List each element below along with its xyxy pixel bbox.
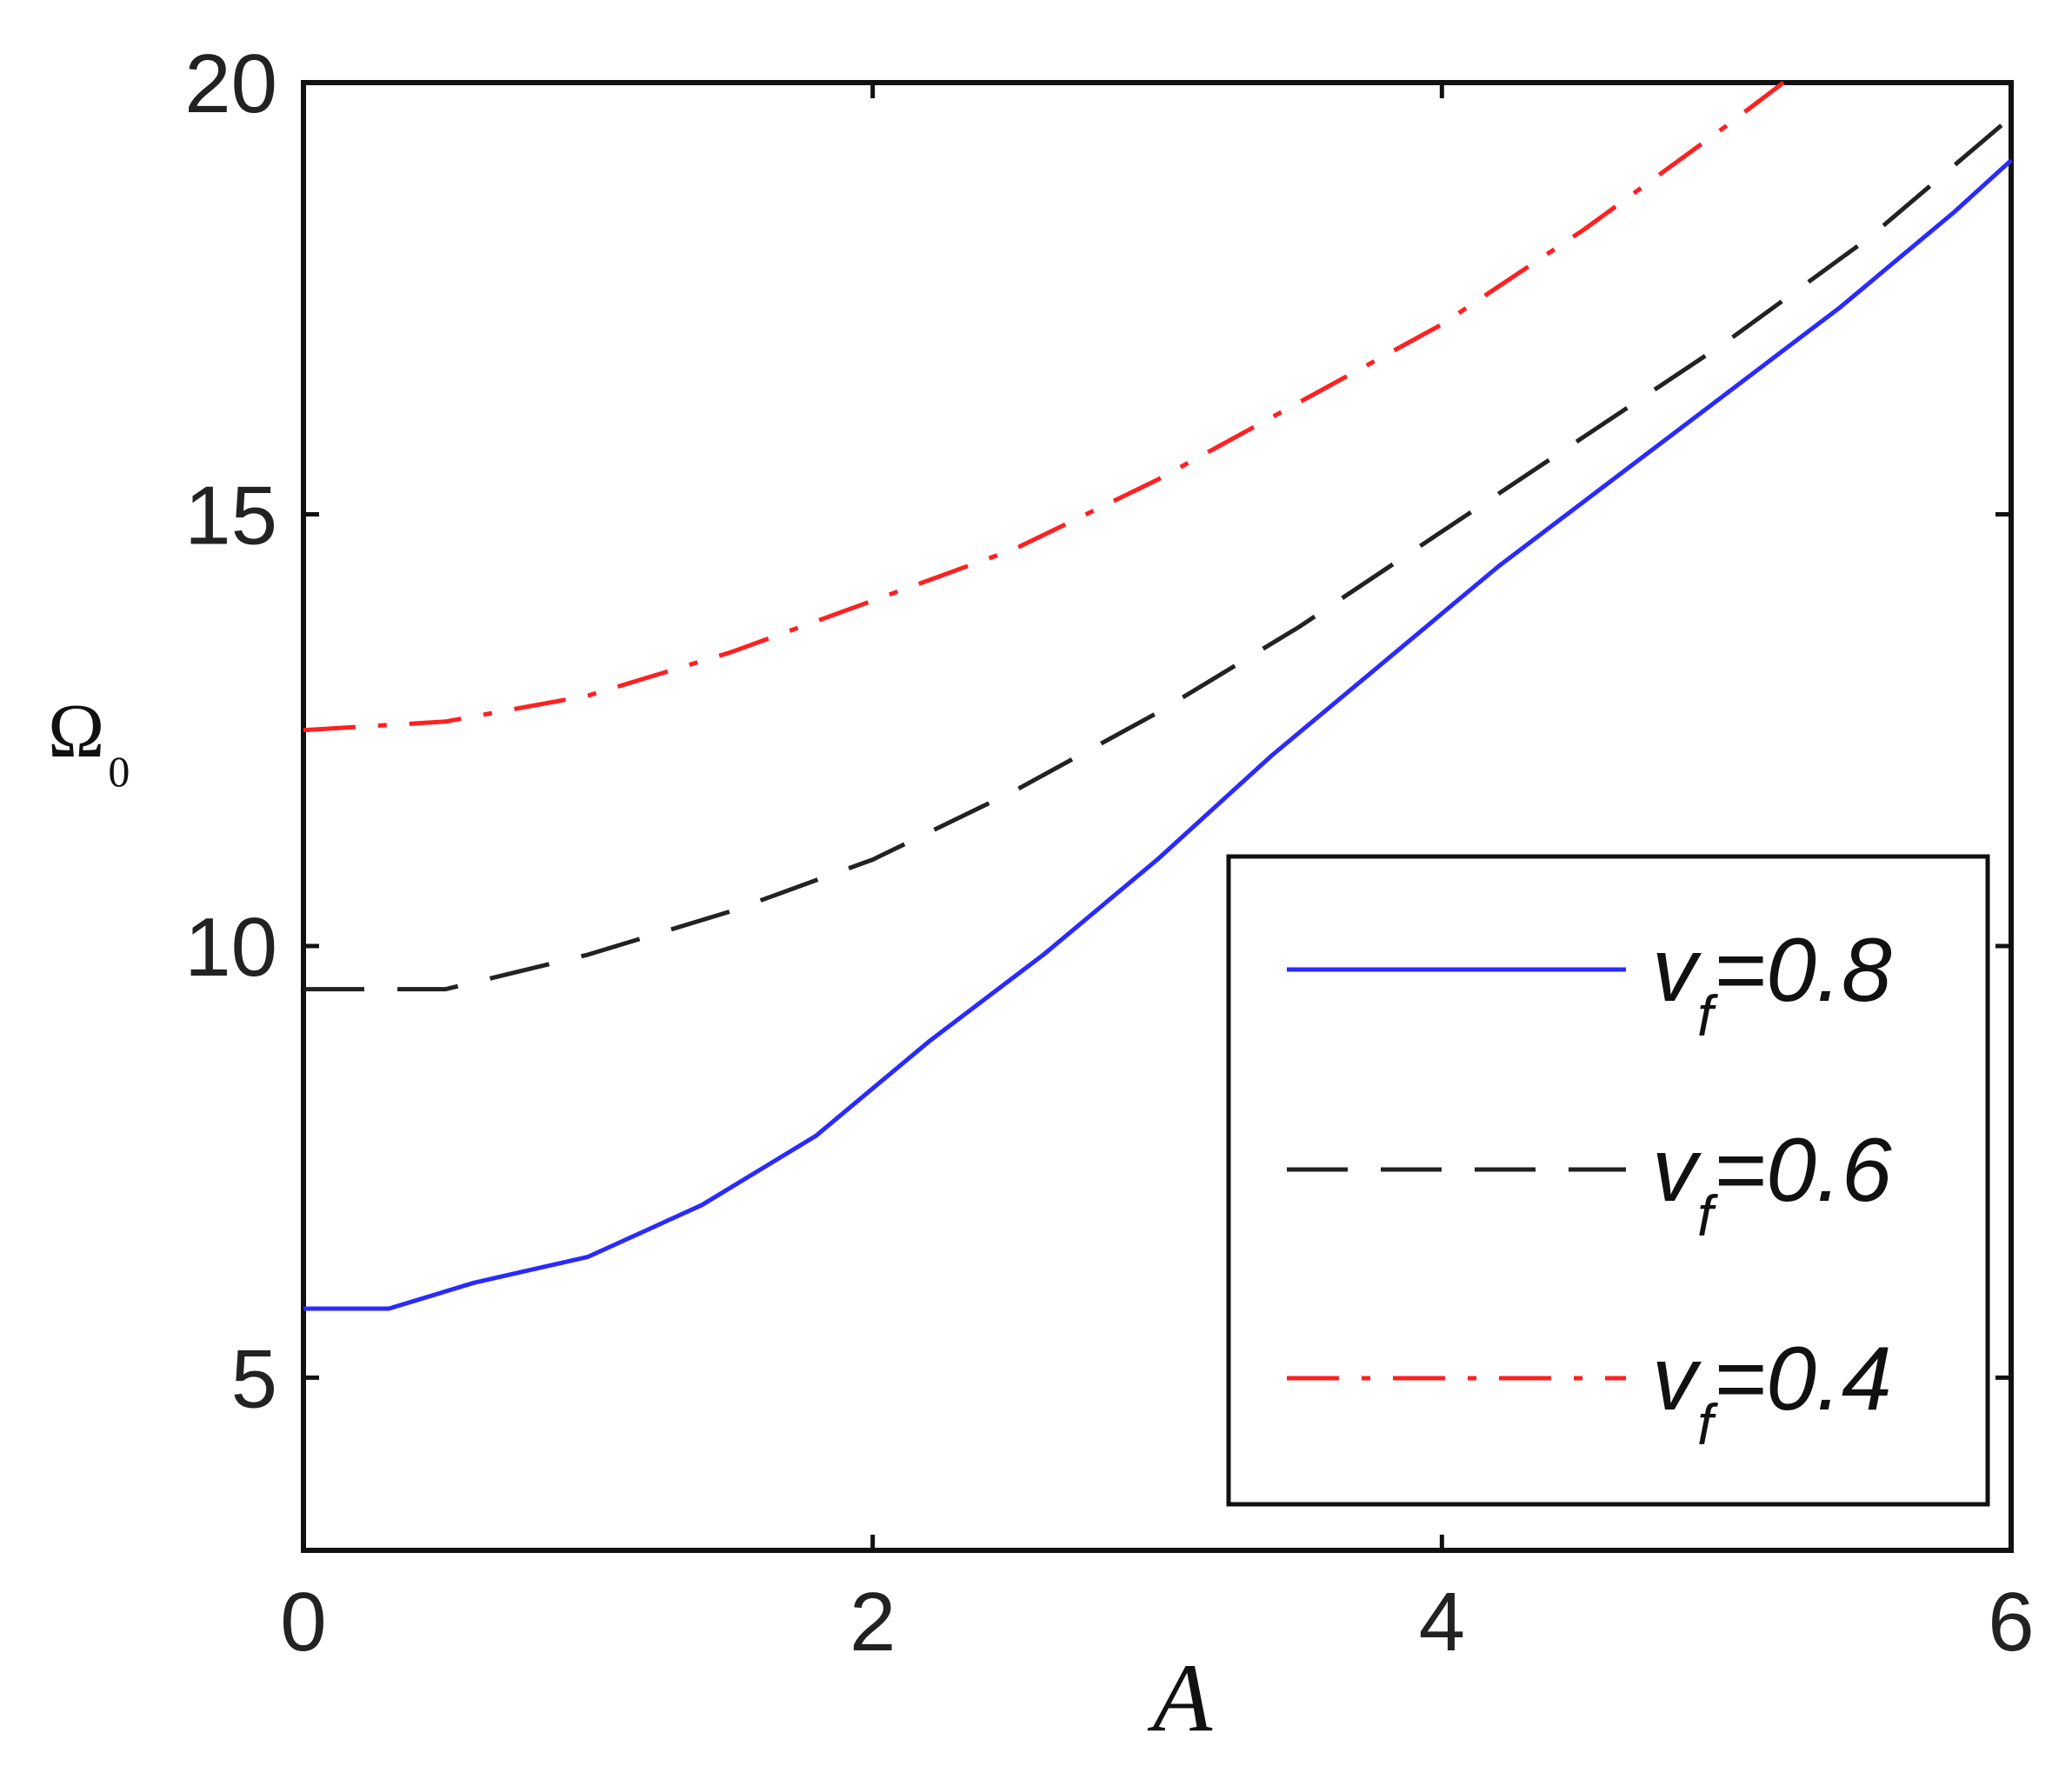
y-axis-label-main: Ω (48, 690, 104, 774)
legend-label-2: vf=0.4 (1652, 1329, 1892, 1456)
x-tick-label-0: 0 (280, 1576, 326, 1669)
tick-labels: 0 2 4 6 5 10 15 20 (184, 37, 2034, 1669)
y-tick-label-2: 15 (184, 469, 277, 562)
series-line-2 (303, 81, 1785, 733)
legend-box (1226, 854, 1990, 1507)
x-tick-label-1: 2 (849, 1576, 896, 1669)
y-tick-label-3: 20 (184, 37, 277, 130)
x-tick-label-2: 4 (1419, 1576, 1465, 1669)
y-axis-label: Ω 0 (48, 690, 130, 796)
series-line-1 (303, 115, 2013, 992)
legend-label-1: vf=0.6 (1652, 1120, 1892, 1248)
legend-label-0: vf=0.8 (1652, 920, 1892, 1048)
y-axis-label-sub: 0 (108, 747, 130, 796)
x-tick-label-3: 6 (1988, 1576, 2034, 1669)
series-layer (303, 81, 2013, 1311)
legend: vf=0.8 vf=0.6 vf=0.4 (1226, 854, 1990, 1507)
y-tick-label-1: 10 (184, 901, 277, 994)
tick-marks (301, 80, 2014, 1550)
series-line-0 (303, 158, 2013, 1311)
x-axis-label: A (1147, 1644, 1213, 1752)
y-tick-label-0: 5 (231, 1332, 277, 1425)
